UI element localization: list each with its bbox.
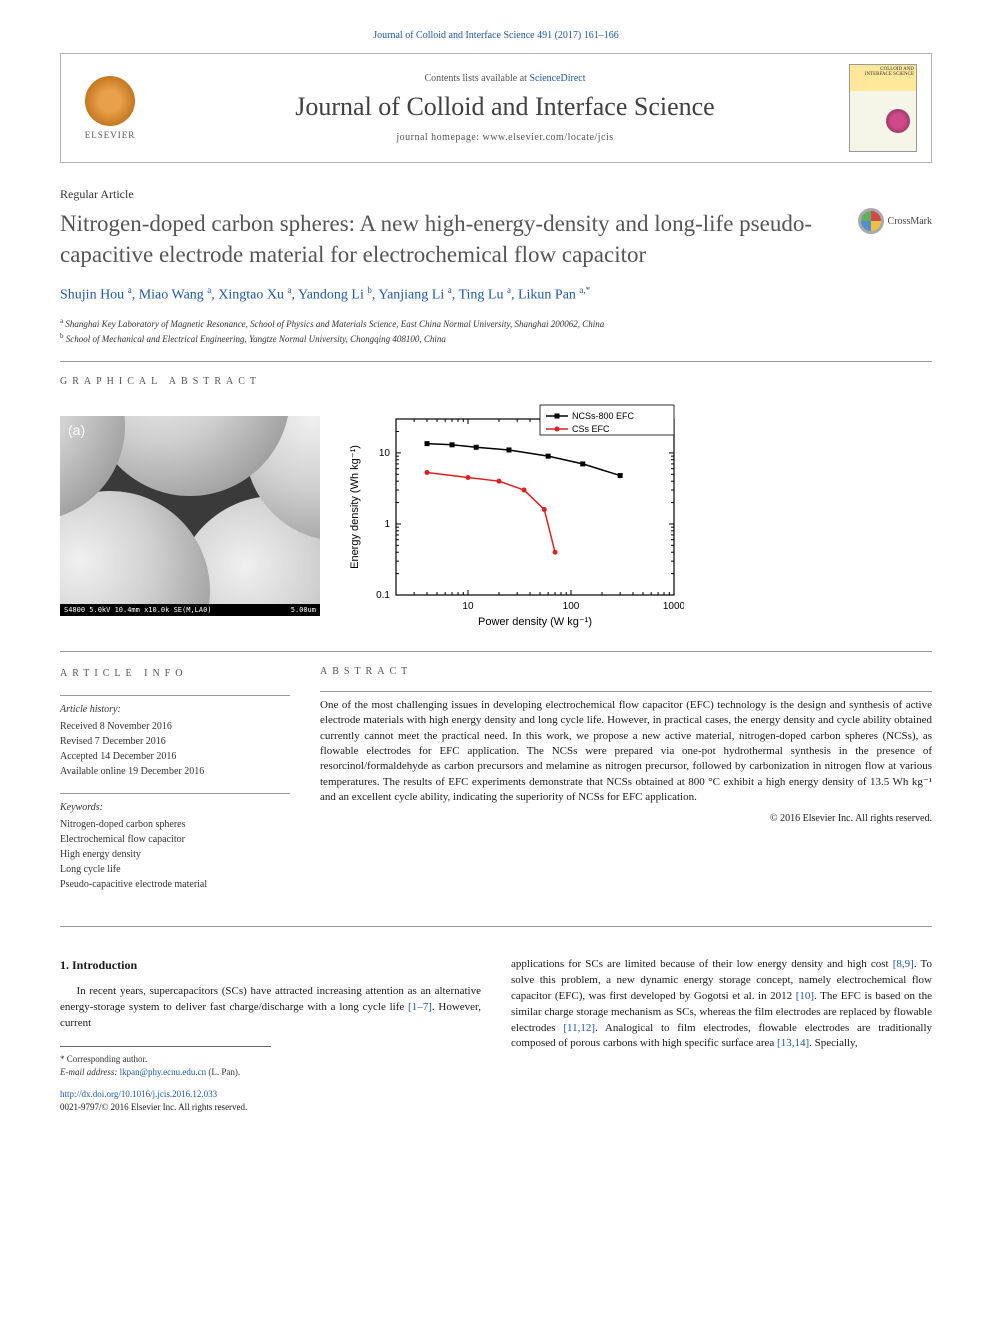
keywords-block: Keywords: Nitrogen-doped carbon spheresE… (60, 800, 290, 892)
svg-text:10: 10 (462, 601, 474, 612)
svg-text:NCSs-800 EFC: NCSs-800 EFC (572, 411, 635, 421)
doi-block: http://dx.doi.org/10.1016/j.jcis.2016.12… (60, 1088, 481, 1113)
body-columns: 1. Introduction In recent years, superca… (60, 957, 932, 1114)
svg-text:0.1: 0.1 (376, 590, 390, 601)
elsevier-tree-icon (85, 76, 135, 126)
keyword-line: Pseudo-capacitive electrode material (60, 877, 290, 892)
sem-footer: S4800 5.0kV 10.4mm x10.0k SE(M,LA0) 5.00… (60, 604, 320, 616)
header-center: Contents lists available at ScienceDirec… (161, 73, 849, 143)
sem-micrograph: (a) S4800 5.0kV 10.4mm x10.0k SE(M,LA0) … (60, 416, 320, 616)
svg-text:10: 10 (379, 448, 391, 459)
doi-link[interactable]: http://dx.doi.org/10.1016/j.jcis.2016.12… (60, 1089, 217, 1099)
contents-text: Contents lists available at (424, 73, 526, 84)
abstract-copyright: © 2016 Elsevier Inc. All rights reserved… (320, 813, 932, 824)
sem-scalebar: 5.00um (291, 606, 316, 614)
svg-text:Energy density (Wh kg⁻¹): Energy density (Wh kg⁻¹) (349, 445, 361, 569)
article-history: Article history: Received 8 November 201… (60, 702, 290, 779)
journal-header: ELSEVIER Contents lists available at Sci… (60, 53, 932, 163)
publisher-name: ELSEVIER (85, 130, 136, 140)
citation-link[interactable]: [10] (796, 990, 814, 1002)
citation-link[interactable]: [13,14] (777, 1037, 809, 1049)
journal-reference: Journal of Colloid and Interface Science… (60, 30, 932, 41)
affiliations: a Shanghai Key Laboratory of Magnetic Re… (60, 316, 932, 347)
graphical-abstract: (a) S4800 5.0kV 10.4mm x10.0k SE(M,LA0) … (60, 401, 932, 631)
ragone-plot: 10 100 1000 0.1 1 10 Power density (W kg⁻¹) Ene… (344, 401, 684, 631)
history-label: Article history: (60, 702, 290, 717)
sem-panel-label: (a) (68, 422, 85, 438)
abstract-text: One of the most challenging issues in de… (320, 698, 932, 806)
body-col-right: applications for SCs are limited because… (511, 957, 932, 1114)
history-line: Received 8 November 2016 (60, 719, 290, 734)
journal-name: Journal of Colloid and Interface Science (161, 92, 849, 122)
keyword-line: High energy density (60, 847, 290, 862)
info-abstract-row: ARTICLE INFO Article history: Received 8… (60, 666, 932, 906)
divider (60, 361, 932, 362)
footnote-divider (60, 1046, 271, 1047)
journal-cover-thumbnail: COLLOID AND INTERFACE SCIENCE (849, 64, 917, 152)
chart-svg: 10 100 1000 0.1 1 10 Power density (W kg⁻¹) Ene… (344, 401, 684, 631)
cover-title: COLLOID AND INTERFACE SCIENCE (850, 65, 916, 79)
email-author-name: (L. Pan). (208, 1067, 240, 1077)
publisher-logo: ELSEVIER (75, 68, 145, 148)
intro-para-2: applications for SCs are limited because… (511, 957, 932, 1053)
history-line: Available online 19 December 2016 (60, 764, 290, 779)
sem-meta-left: S4800 5.0kV 10.4mm x10.0k SE(M,LA0) (64, 606, 212, 614)
svg-text:1000: 1000 (663, 601, 684, 612)
citation-link[interactable]: [1–7] (408, 1001, 432, 1013)
divider (60, 793, 290, 794)
citation-link[interactable]: [11,12] (563, 1022, 595, 1034)
homepage-label: journal homepage: (396, 132, 479, 143)
title-row: Nitrogen-doped carbon spheres: A new hig… (60, 208, 932, 270)
intro-para-1: In recent years, supercapacitors (SCs) h… (60, 984, 481, 1032)
divider (60, 651, 932, 652)
homepage-url[interactable]: www.elsevier.com/locate/jcis (483, 132, 614, 143)
contents-available: Contents lists available at ScienceDirec… (161, 73, 849, 84)
graphical-abstract-heading: GRAPHICAL ABSTRACT (60, 376, 932, 387)
article-info: ARTICLE INFO Article history: Received 8… (60, 666, 290, 906)
authors-list: Shujin Hou a, Miao Wang a, Xingtao Xu a,… (60, 284, 932, 306)
divider (320, 691, 932, 692)
journal-homepage: journal homepage: www.elsevier.com/locat… (161, 132, 849, 143)
carbon-sphere (60, 491, 210, 616)
corresponding-author: * Corresponding author. (60, 1053, 481, 1066)
keyword-line: Long cycle life (60, 862, 290, 877)
history-line: Revised 7 December 2016 (60, 734, 290, 749)
history-line: Accepted 14 December 2016 (60, 749, 290, 764)
email-footnote: E-mail address: lkpan@phy.ecnu.edu.cn (L… (60, 1066, 481, 1079)
abstract-heading: ABSTRACT (320, 666, 932, 677)
keyword-line: Nitrogen-doped carbon spheres (60, 817, 290, 832)
article-title: Nitrogen-doped carbon spheres: A new hig… (60, 208, 858, 270)
article-info-heading: ARTICLE INFO (60, 666, 290, 681)
issn-copyright: 0021-9797/© 2016 Elsevier Inc. All right… (60, 1102, 247, 1112)
author-email-link[interactable]: lkpan@phy.ecnu.edu.cn (120, 1067, 206, 1077)
body-col-left: 1. Introduction In recent years, superca… (60, 957, 481, 1114)
affiliation-line: a Shanghai Key Laboratory of Magnetic Re… (60, 316, 932, 332)
svg-text:1: 1 (384, 519, 390, 530)
crossmark-badge[interactable]: CrossMark (858, 208, 932, 234)
abstract-column: ABSTRACT One of the most challenging iss… (320, 666, 932, 906)
keyword-line: Electrochemical flow capacitor (60, 832, 290, 847)
citation-link[interactable]: [8,9] (893, 958, 914, 970)
svg-text:Power density (W kg⁻¹): Power density (W kg⁻¹) (478, 616, 592, 628)
divider (60, 695, 290, 696)
crossmark-label: CrossMark (888, 216, 932, 227)
crossmark-icon (858, 208, 884, 234)
keywords-label: Keywords: (60, 800, 290, 815)
sciencedirect-link[interactable]: ScienceDirect (529, 73, 585, 84)
email-label: E-mail address: (60, 1067, 117, 1077)
svg-text:CSs EFC: CSs EFC (572, 424, 610, 434)
affiliation-line: b School of Mechanical and Electrical En… (60, 331, 932, 347)
svg-text:100: 100 (563, 601, 580, 612)
intro-heading: 1. Introduction (60, 957, 481, 974)
article-type: Regular Article (60, 187, 932, 202)
divider (60, 926, 932, 927)
